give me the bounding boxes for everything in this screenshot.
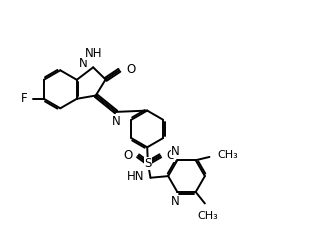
Text: O: O bbox=[126, 63, 135, 76]
Text: N: N bbox=[171, 145, 180, 158]
Text: N: N bbox=[79, 57, 87, 70]
Text: N: N bbox=[112, 115, 120, 128]
Text: CH₃: CH₃ bbox=[198, 211, 218, 221]
Text: S: S bbox=[144, 157, 152, 170]
Text: H: H bbox=[91, 49, 100, 59]
Text: N: N bbox=[171, 195, 180, 208]
Text: F: F bbox=[21, 92, 28, 105]
Text: O: O bbox=[166, 149, 175, 162]
Text: HN: HN bbox=[126, 170, 144, 183]
Text: NH: NH bbox=[85, 47, 102, 60]
Text: O: O bbox=[123, 149, 132, 162]
Text: CH₃: CH₃ bbox=[218, 150, 239, 160]
